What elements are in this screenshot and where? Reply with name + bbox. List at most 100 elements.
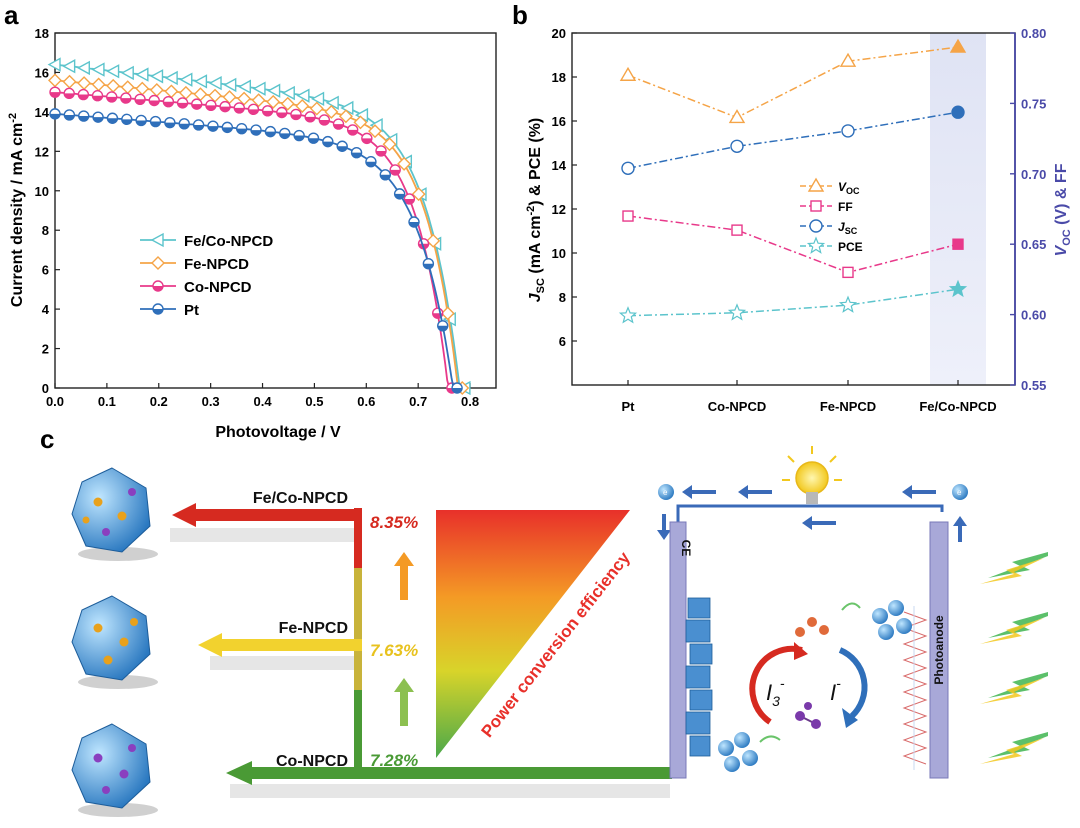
chart-b-ytick-label: 6 [559,334,566,349]
electron-cluster-photoanode [872,600,912,640]
chart-b-category-label: Co-NPCD [708,399,767,414]
chart-a-xtick-label: 0.8 [461,394,479,409]
iv-point-fe-co-npcd [150,69,164,84]
iv-point-fe-npcd [368,124,382,139]
iv-curve-fe-co-npcd [54,63,464,389]
iv-point-fe-npcd [62,74,77,89]
iv-point-pt [264,125,277,138]
iv-point-fe-npcd [426,233,441,248]
iv-point-co-npcd [176,97,189,109]
row-label-fe-co: Fe/Co-NPCD [253,490,348,507]
iv-point-co-npcd [389,164,401,176]
vertical-bar-bottom [354,690,362,772]
pce-value-fe-co: 8.35% [370,513,418,532]
chart-a-xtick-label: 0.6 [357,394,375,409]
ce-electrode [669,521,687,779]
legend-a-label: Co-NPCD [184,279,252,296]
iv-point-pt [106,112,119,124]
series-point-jsc [621,161,635,176]
iv-point-pt [379,169,391,181]
iv-point-fe-npcd [77,76,92,91]
iv-point-fe-npcd [295,98,310,113]
series-point-voc [619,66,637,81]
pce-value-co: 7.28% [370,751,418,770]
series-point-voc [949,38,967,53]
iv-point-co-npcd [247,103,260,116]
chart-b-series [618,38,968,324]
chart-b-ytick-label: 12 [552,202,566,217]
ce-label: CE [679,540,693,557]
iv-point-pt [49,108,61,120]
chart-b-ytick-label: 18 [552,70,566,85]
chart-a-ytick-label: 14 [35,105,50,120]
iv-point-co-npcd [205,99,217,112]
iv-point-fe-npcd [397,156,412,171]
chart-b-ylabel-tail: ) & PCE (%) [527,118,544,206]
iv-point-co-npcd [120,92,132,104]
chart-a-xtick-label: 0.3 [202,394,220,409]
iv-point-co-npcd [49,86,61,98]
legend-a-label: Fe-NPCD [184,256,249,273]
chart-b-ytick-label: 16 [552,114,566,129]
iv-point-fe-npcd [338,109,353,124]
iv-point-fe-co-npcd [47,57,61,72]
iv-point-fe-co-npcd [179,72,193,87]
series-line-pce [627,288,959,317]
iv-point-co-npcd [134,93,146,105]
iv-point-co-npcd [91,90,104,102]
iv-point-co-npcd [346,124,359,136]
particle-fe [71,595,158,689]
iv-point-fe-npcd [324,104,339,119]
series-line-voc [627,46,959,119]
iv-point-fe-co-npcd [252,81,266,96]
circuit-wire [676,504,944,512]
iv-point-co-npcd [290,108,302,121]
chart-b-y2tick-label: 0.60 [1021,308,1046,323]
iv-point-fe-co-npcd [296,88,310,103]
iv-point-fe-npcd [237,91,252,106]
legend-a-marker [152,280,164,292]
series-point-pce [838,295,858,313]
chart-b-y2tick-label: 0.80 [1021,26,1046,41]
iv-point-fe-npcd [251,93,266,108]
chart-b-y2label-v: V [1053,244,1070,256]
iv-point-fe-co-npcd [62,59,76,74]
iv-point-pt [250,124,262,136]
series-point-jsc [730,139,744,154]
iv-point-fe-co-npcd [120,65,134,81]
light-bulb-icon [782,446,842,504]
iv-point-co-npcd [63,87,75,100]
iv-point-fe-co-npcd [281,85,295,101]
legend-b-marker [806,236,826,254]
iv-point-pt [235,122,248,135]
chart-b-ylabel-rest: (mA cm [527,216,544,279]
chart-a-curves [47,57,471,396]
redox-i-main: I [830,680,836,705]
chart-a-ytick-label: 18 [35,26,49,41]
arrow-shadow-bottom [230,784,670,798]
iodine-molecules [795,617,829,729]
chart-b-category-label: Fe/Co-NPCD [919,399,996,414]
iv-point-co-npcd [233,102,245,114]
series-point-ff [731,224,743,236]
electron-symbol: e [663,488,668,497]
iv-point-fe-co-npcd [193,74,208,89]
chart-a-ytick-label: 10 [35,184,49,199]
tio2-layer [902,606,928,770]
chart-a-xtick-label: 0.5 [305,394,323,409]
legend-b-label: PCE [838,240,863,254]
redox-i3: I3- [766,675,785,709]
iv-point-co-npcd [261,105,274,117]
iv-point-pt [164,116,176,129]
iv-curve-pt [54,113,458,389]
arrow-co [226,761,672,785]
panel-label-c: c [40,424,54,454]
chart-b-category-label: Pt [622,399,636,414]
series-point-ff [952,238,964,250]
legend-b-marker [807,177,825,192]
chart-a-ytick-label: 0 [42,381,49,396]
chart-b-y2label-tail: (V) & FF [1053,163,1070,229]
series-point-ff [842,266,854,279]
iv-point-pt [350,146,363,159]
